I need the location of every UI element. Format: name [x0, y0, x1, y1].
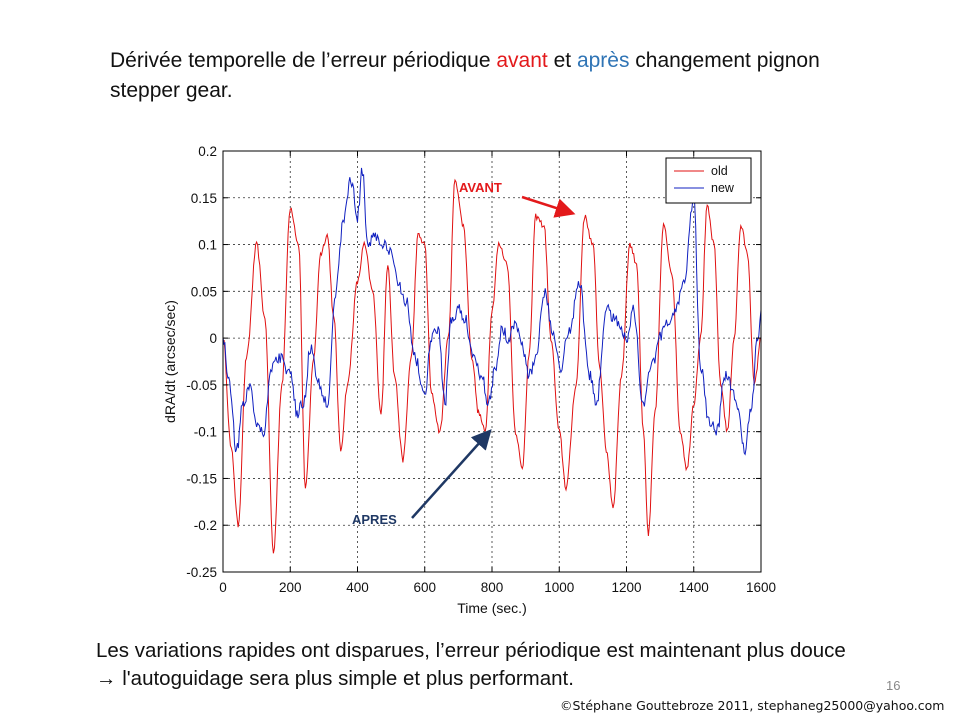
x-tick-label: 600: [413, 580, 436, 595]
title-part3: changement pignon stepper gear.: [110, 49, 820, 102]
annotation-arrow-apres: [411, 429, 492, 519]
x-tick-label: 400: [346, 580, 369, 595]
y-tick-label: -0.05: [186, 378, 217, 393]
legend-label-old: old: [711, 164, 728, 178]
x-tick-label: 1600: [746, 580, 776, 595]
y-tick-label: 0: [209, 331, 217, 346]
y-tick-label: 0.2: [198, 144, 217, 159]
title-apres: après: [576, 49, 630, 72]
page-number: 16: [886, 678, 901, 693]
y-tick-label: 0.05: [191, 284, 217, 299]
title-avant: avant: [496, 49, 548, 72]
caption-line2-wrap: → l'autoguidage sera plus simple et plus…: [96, 665, 936, 693]
slide-title: Dérivée temporelle de l’erreur périodiqu…: [110, 46, 830, 106]
x-tick-label: 800: [481, 580, 504, 595]
title-part1: Dérivée temporelle de l’erreur périodiqu…: [110, 49, 497, 72]
y-tick-label: -0.15: [186, 471, 217, 486]
legend-box: [665, 157, 752, 204]
right-arrow-icon: →: [96, 667, 117, 690]
copyright-notice: ©Stéphane Gouttebroze 2011, stephaneg250…: [560, 698, 945, 713]
y-axis-label: dRA/dt (arcsec/sec): [162, 300, 178, 423]
caption-line2: l'autoguidage sera plus simple et plus p…: [116, 667, 574, 690]
y-tick-label: -0.1: [194, 425, 217, 440]
series-line-old: [223, 178, 761, 554]
chart-legend: old new: [665, 157, 752, 204]
y-tick-label: -0.2: [194, 518, 217, 533]
title-part2: et: [547, 49, 577, 72]
x-tick-label: 1200: [611, 580, 641, 595]
caption-line1: Les variations rapides ont disparues, l’…: [96, 639, 846, 662]
annotation-apres: APRES: [352, 512, 397, 527]
y-tick-label: -0.25: [186, 565, 217, 580]
x-tick-label: 0: [219, 580, 227, 595]
slide-caption: Les variations rapides ont disparues, l’…: [96, 637, 936, 693]
series-line-new: [223, 167, 761, 456]
legend-label-new: new: [711, 181, 735, 195]
x-axis-label: Time (sec.): [457, 600, 526, 616]
x-tick-label: 1000: [544, 580, 574, 595]
annotation-avant: AVANT: [459, 180, 502, 195]
x-tick-label: 200: [279, 580, 302, 595]
y-tick-label: 0.1: [198, 238, 217, 253]
x-tick-label: 1400: [679, 580, 709, 595]
y-tick-label: 0.15: [191, 191, 217, 206]
annotation-arrow-avant: [521, 195, 576, 218]
